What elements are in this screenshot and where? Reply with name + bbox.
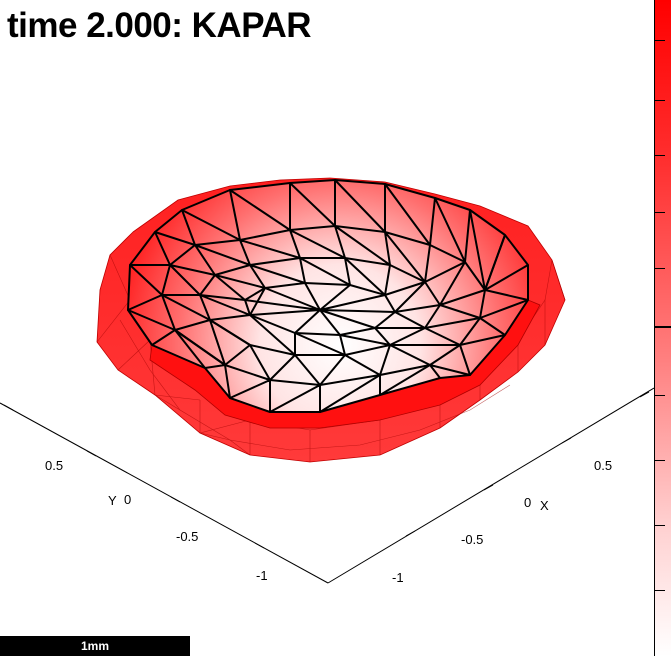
- 3d-scene: 0.5 Y 0 -0.5 -1 -1 -0.5 0 X 0.5: [0, 177, 654, 585]
- colorbar-tick: [655, 155, 665, 156]
- plot-title: time 2.000: KAPAR: [7, 6, 312, 45]
- scale-bar: 1mm: [0, 636, 190, 656]
- colorbar-tick: [655, 590, 665, 591]
- y-axis-label: Y: [108, 493, 117, 508]
- colorbar-tick: [655, 268, 665, 269]
- colorbar-tick: [655, 460, 665, 461]
- mesh-wireframe: [127, 179, 529, 413]
- x-axis-label: X: [540, 498, 549, 513]
- colorbar-tick: [655, 40, 665, 41]
- colorbar-tick-major: [655, 326, 671, 328]
- colorbar: [654, 0, 671, 656]
- scale-bar-label: 1mm: [80, 639, 109, 653]
- colorbar-tick: [655, 100, 665, 101]
- colorbar-tick: [655, 525, 665, 526]
- bowl-inner-surface: [128, 180, 528, 412]
- x-axis-line: [327, 387, 654, 584]
- colorbar-tick: [655, 395, 665, 396]
- y-tick-label: 0.5: [45, 458, 63, 473]
- x-tick-label: -1: [392, 570, 404, 585]
- x-tick-label: -0.5: [461, 532, 483, 547]
- y-tick-label: -1: [256, 568, 268, 583]
- x-tick-label: 0: [524, 495, 531, 510]
- x-tick-label: 0.5: [594, 458, 612, 473]
- y-tick-label: 0: [124, 492, 131, 507]
- axes-frame: [0, 387, 654, 584]
- y-axis-line: [0, 402, 329, 584]
- colorbar-tick: [655, 212, 665, 213]
- y-tick-label: -0.5: [176, 529, 198, 544]
